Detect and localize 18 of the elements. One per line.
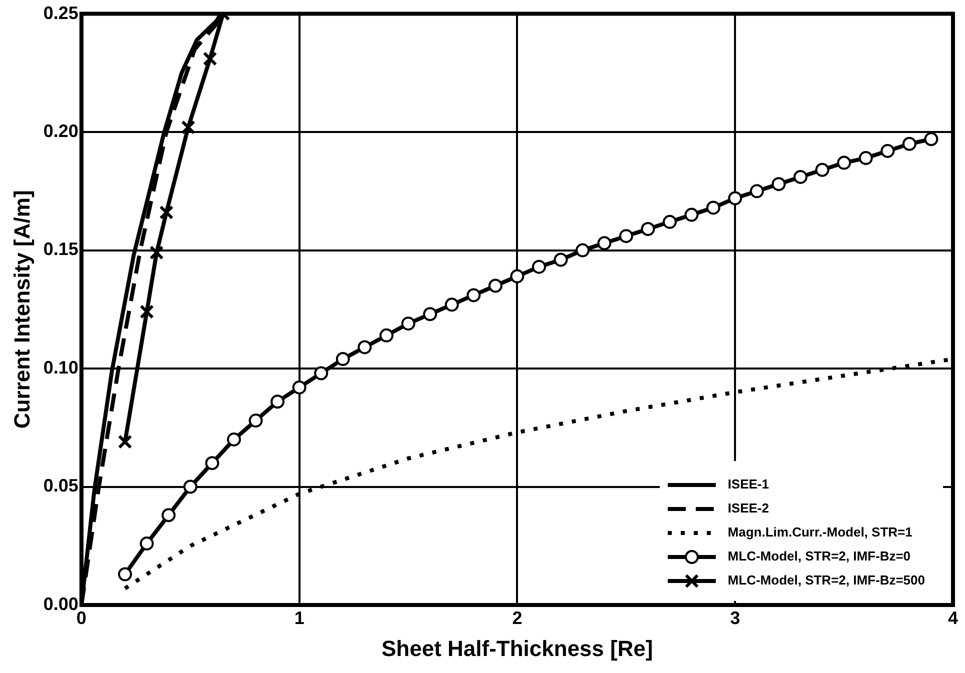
- x-tick-label: 0: [76, 608, 86, 628]
- legend-label: MLC-Model, STR=2, IMF-Bz=0: [728, 548, 911, 564]
- y-tick-label: 0.00: [43, 594, 78, 614]
- y-tick-label: 0.25: [43, 2, 78, 23]
- y-tick-label: 0.10: [43, 357, 78, 378]
- legend-label: Magn.Lim.Curr.-Model, STR=1: [728, 524, 912, 540]
- y-tick-label: 0.05: [43, 476, 78, 496]
- x-tick-label: 3: [730, 608, 740, 628]
- y-axis-title: Current Intensity [A/m]: [9, 190, 34, 429]
- x-tick-label: 2: [512, 608, 522, 628]
- y-tick-label: 0.20: [43, 121, 78, 142]
- y-tick-label: 0.15: [43, 239, 78, 260]
- x-tick-label: 4: [948, 608, 958, 628]
- legend-label: ISEE-1: [728, 476, 769, 492]
- legend-label: ISEE-2: [728, 500, 769, 516]
- x-axis-title: Sheet Half-Thickness [Re]: [382, 636, 653, 661]
- legend-label: MLC-Model, STR=2, IMF-Bz=500: [728, 572, 926, 588]
- x-tick-label: 1: [294, 608, 304, 628]
